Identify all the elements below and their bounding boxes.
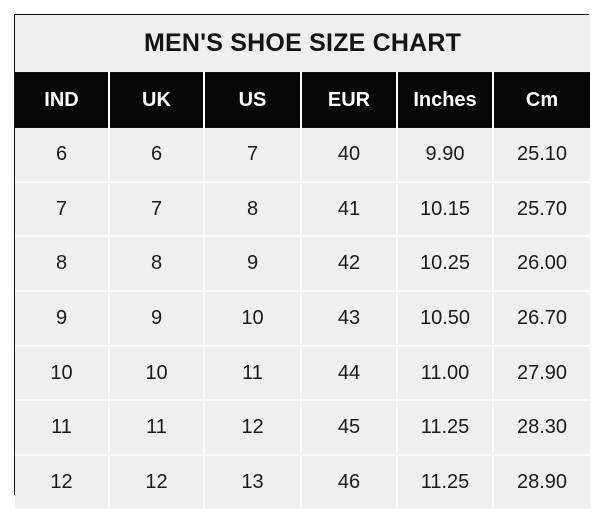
table-row: 11 11 12 45 11.25 28.30 <box>15 400 591 457</box>
cell-cm: 27.90 <box>493 345 591 402</box>
cell-inches: 11.00 <box>397 345 494 402</box>
cell-us: 8 <box>204 181 302 238</box>
cell-uk: 7 <box>109 181 205 238</box>
column-header-inches: Inches <box>397 72 494 128</box>
cell-uk: 9 <box>109 291 205 347</box>
cell-us: 9 <box>204 236 302 293</box>
cell-inches: 10.15 <box>397 181 494 238</box>
cell-us: 12 <box>204 400 302 457</box>
table-row: 7 7 8 41 10.15 25.70 <box>15 181 591 238</box>
column-header-uk: UK <box>109 72 205 128</box>
chart-title: MEN'S SHOE SIZE CHART <box>15 15 591 73</box>
cell-ind: 12 <box>15 455 110 509</box>
cell-ind: 11 <box>15 400 110 457</box>
cell-inches: 11.25 <box>397 400 494 457</box>
cell-ind: 7 <box>15 181 110 238</box>
cell-us: 7 <box>204 127 302 183</box>
cell-eur: 44 <box>301 345 398 402</box>
cell-eur: 42 <box>301 236 398 293</box>
cell-us: 13 <box>204 455 302 509</box>
column-header-ind: IND <box>15 72 110 128</box>
cell-cm: 28.30 <box>493 400 591 457</box>
table-row: 10 10 11 44 11.00 27.90 <box>15 345 591 402</box>
cell-eur: 43 <box>301 291 398 347</box>
column-header-row: IND UK US EUR Inches Cm <box>15 72 591 128</box>
cell-cm: 25.70 <box>493 181 591 238</box>
cell-ind: 6 <box>15 127 110 183</box>
cell-uk: 12 <box>109 455 205 509</box>
cell-uk: 10 <box>109 345 205 402</box>
cell-inches: 11.25 <box>397 455 494 509</box>
table-row: 6 6 7 40 9.90 25.10 <box>15 127 591 183</box>
size-chart-container: MEN'S SHOE SIZE CHART IND UK US EUR Inch… <box>14 14 591 509</box>
cell-cm: 26.00 <box>493 236 591 293</box>
column-header-us: US <box>204 72 302 128</box>
column-header-cm: Cm <box>493 72 591 128</box>
cell-ind: 9 <box>15 291 110 347</box>
table-row: 9 9 10 43 10.50 26.70 <box>15 291 591 347</box>
table-head: MEN'S SHOE SIZE CHART IND UK US EUR Inch… <box>15 15 591 128</box>
cell-cm: 26.70 <box>493 291 591 347</box>
table-row: 12 12 13 46 11.25 28.90 <box>15 455 591 509</box>
table-body: 6 6 7 40 9.90 25.10 7 7 8 41 10.15 25.70… <box>15 127 591 509</box>
cell-cm: 25.10 <box>493 127 591 183</box>
cell-uk: 11 <box>109 400 205 457</box>
cell-inches: 10.25 <box>397 236 494 293</box>
cell-uk: 6 <box>109 127 205 183</box>
cell-us: 10 <box>204 291 302 347</box>
cell-eur: 45 <box>301 400 398 457</box>
cell-ind: 8 <box>15 236 110 293</box>
cell-cm: 28.90 <box>493 455 591 509</box>
cell-us: 11 <box>204 345 302 402</box>
cell-ind: 10 <box>15 345 110 402</box>
shoe-size-table: MEN'S SHOE SIZE CHART IND UK US EUR Inch… <box>15 15 591 509</box>
table-row: 8 8 9 42 10.25 26.00 <box>15 236 591 293</box>
cell-uk: 8 <box>109 236 205 293</box>
cell-eur: 46 <box>301 455 398 509</box>
cell-eur: 41 <box>301 181 398 238</box>
cell-eur: 40 <box>301 127 398 183</box>
cell-inches: 10.50 <box>397 291 494 347</box>
cell-inches: 9.90 <box>397 127 494 183</box>
title-row: MEN'S SHOE SIZE CHART <box>15 15 591 73</box>
column-header-eur: EUR <box>301 72 398 128</box>
